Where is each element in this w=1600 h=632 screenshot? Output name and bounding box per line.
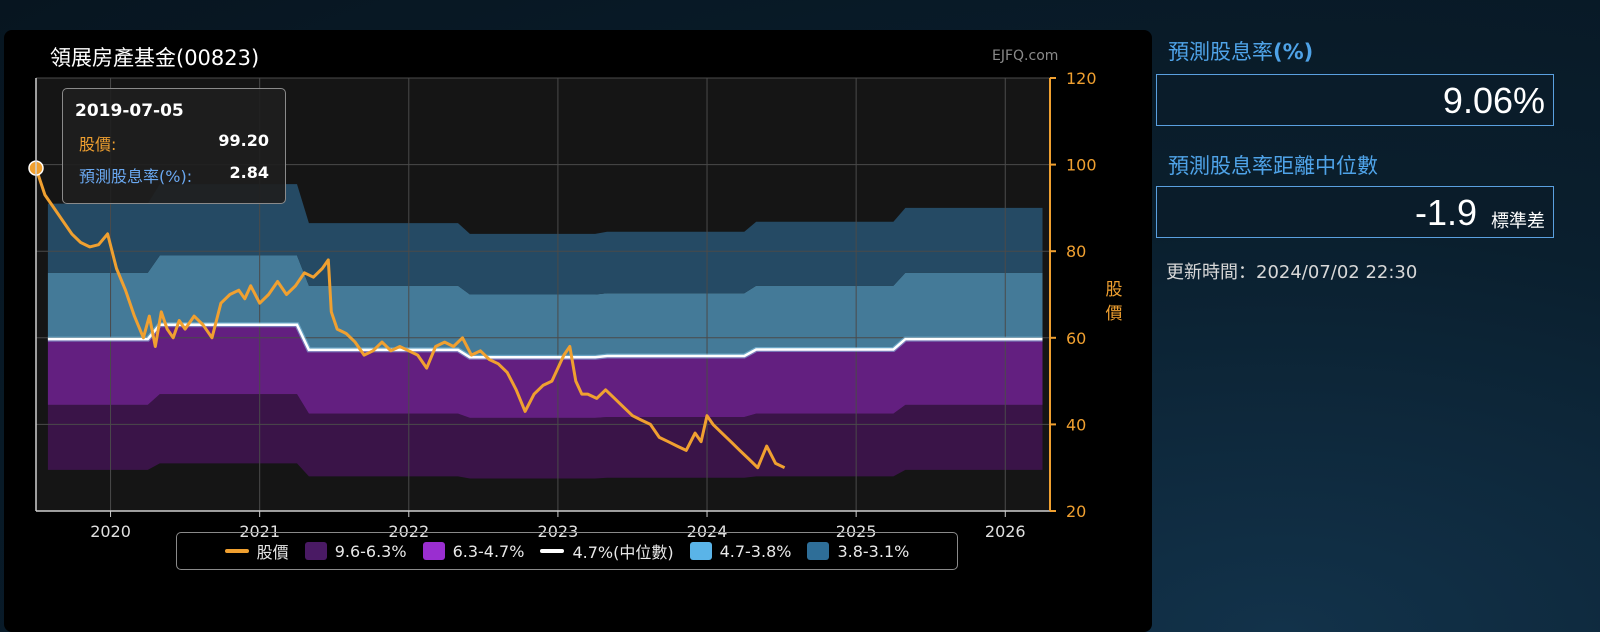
x-tick-label: 2020 — [90, 522, 131, 541]
yield-label-unit: (%) — [1273, 40, 1314, 64]
legend-label: 股價 — [256, 543, 289, 562]
legend-item[interactable]: 4.7-3.8% — [689, 541, 792, 561]
y-tick-label: 120 — [1066, 69, 1097, 88]
band-9-6-6-3 — [47, 394, 1043, 479]
legend-item[interactable]: 9.6-6.3% — [304, 541, 407, 561]
legend-swatch — [689, 542, 712, 560]
distance-value-box: -1.9 標準差 — [1156, 186, 1554, 238]
chart-legend: 股價 9.6-6.3% 6.3-4.7% 4.7%(中位數) 4.7-3.8% 3.8-3… — [176, 532, 958, 570]
legend-label: 6.3-4.7% — [452, 541, 525, 561]
legend-swatch — [807, 542, 830, 560]
yield-label: 預測股息率(%) — [1168, 36, 1313, 66]
y-tick-label: 100 — [1066, 156, 1097, 175]
legend-swatch — [540, 549, 565, 553]
distance-value: -1.9 — [1414, 192, 1477, 233]
x-tick-label: 2025 — [836, 522, 877, 541]
legend-swatch — [422, 542, 445, 560]
chart-title: 領展房產基金(00823) — [50, 46, 260, 70]
yield-value-box: 9.06% — [1156, 74, 1554, 126]
tooltip-yield-value: 2.84 — [229, 163, 269, 182]
tooltip-date: 2019-07-05 — [75, 101, 184, 121]
legend-label: 9.6-6.3% — [334, 541, 407, 561]
band-4-7-3-8 — [47, 255, 1043, 358]
update-time: 更新時間：2024/07/02 22:30 — [1166, 258, 1417, 284]
update-value: 2024/07/02 22:30 — [1256, 262, 1418, 283]
legend-label: 4.7-3.8% — [719, 541, 792, 561]
x-tick-label: 2024 — [687, 522, 728, 541]
y-axis-label-char: 股 — [1106, 280, 1123, 300]
x-tick-label: 2026 — [985, 522, 1026, 541]
y-axis-label-char: 價 — [1106, 304, 1123, 324]
legend-label: 3.8-3.1% — [837, 541, 910, 561]
band-6-3-4-7 — [47, 324, 1043, 418]
y-tick-label: 40 — [1066, 415, 1086, 434]
tooltip-price-value: 99.20 — [218, 131, 269, 150]
tooltip-price-label: 股價: — [79, 135, 117, 154]
tooltip-yield-label: 預測股息率(%): — [79, 167, 193, 186]
y-tick-label: 20 — [1066, 502, 1086, 521]
x-tick-label: 2023 — [538, 522, 579, 541]
side-panel: 預測股息率(%) 9.06% 預測股息率距離中位數 -1.9 標準差 更新時間：… — [1156, 0, 1600, 632]
y-tick-label: 60 — [1066, 329, 1086, 348]
hover-tooltip: 2019-07-05 股價: 99.20 預測股息率(%): 2.84 — [62, 88, 286, 204]
legend-swatch — [224, 549, 249, 553]
watermark: EJFQ.com — [992, 48, 1059, 64]
legend-item[interactable]: 3.8-3.1% — [807, 542, 909, 561]
legend-swatch — [304, 542, 327, 560]
update-label: 更新時間： — [1166, 262, 1256, 283]
x-tick-label: 2022 — [388, 522, 429, 541]
yield-label-text: 預測股息率 — [1168, 40, 1273, 64]
price-line — [34, 167, 786, 470]
chart-axes: 2020 2021 2022 2023 2024 2025 2026 20 40 60 80 100 1… — [35, 69, 1123, 541]
distance-unit: 標準差 — [1491, 211, 1545, 232]
legend-label: 4.7%(中位數) — [572, 543, 674, 562]
y-tick-label: 80 — [1066, 242, 1086, 261]
legend-item[interactable]: 4.7%(中位數) — [540, 539, 674, 563]
yield-bands — [47, 184, 1043, 479]
yield-value: 9.06% — [1442, 80, 1545, 121]
band-3-8-3-1 — [47, 184, 1043, 295]
chart-panel: 2020 2021 2022 2023 2024 2025 2026 20 40 60 80 100 1… — [4, 30, 1152, 632]
legend-item[interactable]: 6.3-4.7% — [422, 541, 525, 561]
legend-item[interactable]: 股價 — [224, 539, 289, 563]
distance-label: 預測股息率距離中位數 — [1168, 154, 1378, 178]
x-tick-label: 2021 — [239, 522, 280, 541]
